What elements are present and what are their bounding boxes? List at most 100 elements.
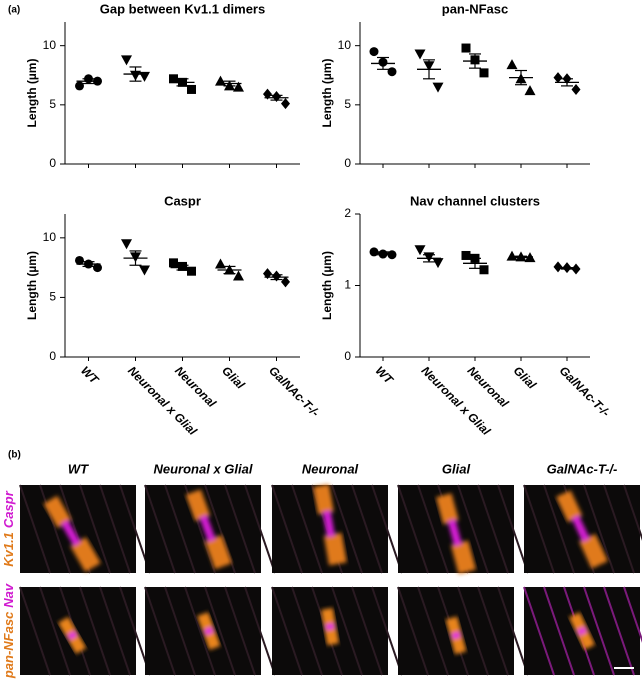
row-label: Kv1.1 Caspr — [1, 490, 16, 566]
data-point — [432, 82, 444, 93]
data-point — [571, 263, 581, 275]
fiber — [457, 586, 489, 676]
y-tick-label: 0 — [344, 156, 351, 170]
data-point — [215, 258, 226, 269]
data-point — [281, 98, 290, 110]
x-tick-label: Glial — [219, 363, 248, 392]
fiber — [417, 586, 449, 676]
y-tick-label: 5 — [344, 97, 351, 111]
fiber — [271, 484, 303, 574]
stain-magenta — [199, 514, 216, 542]
row-label: pan-NFasc Nav — [1, 583, 16, 679]
data-point — [506, 250, 518, 261]
fiber — [457, 484, 489, 574]
node-stain — [313, 484, 347, 566]
fiber — [244, 586, 276, 676]
fiber — [623, 484, 642, 541]
fiber — [523, 586, 555, 676]
fiber — [99, 484, 131, 574]
data-point — [414, 245, 426, 256]
node-stain — [185, 489, 232, 570]
x-tick-label: WT — [78, 363, 102, 387]
fiber — [224, 484, 256, 574]
node-stain — [320, 607, 340, 646]
fiber — [397, 484, 429, 574]
fiber — [583, 586, 615, 676]
data-point — [281, 276, 290, 288]
stain-orange — [578, 533, 608, 569]
y-axis-label: Length (µm) — [25, 59, 39, 128]
y-tick-label: 0 — [49, 156, 56, 170]
column-header: Neuronal — [302, 461, 359, 476]
x-tick-label: Neuronal — [172, 363, 219, 410]
node-stain — [197, 612, 221, 650]
chart-title: pan-NFasc — [442, 1, 508, 16]
fiber — [164, 586, 196, 676]
data-point — [461, 250, 471, 260]
fiber — [543, 484, 575, 574]
fiber — [39, 586, 71, 676]
y-tick-label: 0 — [344, 349, 351, 363]
node-stain — [556, 490, 608, 569]
column-header: Neuronal x Glial — [154, 461, 253, 476]
fiber — [497, 586, 529, 676]
data-point — [553, 261, 563, 273]
fiber — [79, 484, 111, 574]
fiber — [164, 484, 196, 574]
data-point — [524, 85, 536, 96]
data-point — [139, 265, 150, 276]
data-point — [75, 255, 84, 265]
data-point — [479, 68, 489, 78]
data-point — [387, 250, 397, 260]
chart-title: Nav channel clusters — [410, 193, 540, 208]
x-tick-label: Neuronal — [465, 363, 512, 410]
data-point — [461, 43, 471, 53]
y-axis-label: Length (µm) — [320, 251, 334, 320]
node-stain — [43, 495, 101, 573]
fiber — [19, 586, 51, 676]
column-header: Glial — [442, 461, 471, 476]
fiber — [271, 586, 303, 676]
node-stain — [58, 616, 87, 654]
stain-magenta — [447, 519, 463, 547]
stain-orange — [450, 540, 477, 575]
fiber — [19, 484, 51, 574]
chart-title: Caspr — [164, 193, 201, 208]
stain-orange — [204, 534, 232, 570]
data-point — [93, 263, 102, 273]
column-header: GalNAc-T-/- — [547, 461, 618, 476]
stain-orange — [435, 493, 459, 525]
fiber — [351, 586, 383, 676]
x-tick-label: GalNAc-T-/- — [266, 363, 322, 419]
y-tick-label: 10 — [43, 38, 57, 52]
data-point — [169, 258, 178, 268]
row-label-part: Kv1.1 — [1, 532, 16, 567]
data-point — [233, 270, 244, 281]
data-point — [169, 74, 178, 84]
data-point — [369, 47, 379, 57]
stain-orange — [70, 537, 101, 573]
fiber — [204, 586, 236, 676]
fiber — [543, 586, 575, 676]
stain-magenta — [322, 510, 336, 538]
data-point — [369, 247, 379, 257]
row-label-part: pan-NFasc — [1, 611, 16, 679]
x-tick-label: Glial — [511, 363, 540, 392]
fiber — [224, 586, 256, 676]
fiber — [144, 586, 176, 676]
node-stain — [568, 612, 596, 650]
row-label-part: Caspr — [1, 490, 16, 528]
column-header: WT — [68, 461, 89, 476]
y-tick-label: 0 — [49, 349, 56, 363]
fiber — [99, 586, 131, 676]
fiber — [351, 484, 383, 574]
fiber — [291, 484, 323, 574]
node-stain — [435, 493, 477, 575]
y-tick-label: 5 — [49, 97, 56, 111]
fiber — [583, 484, 615, 574]
fiber — [291, 586, 323, 676]
stain-magenta — [204, 626, 214, 636]
fiber — [144, 484, 176, 574]
data-point — [571, 83, 581, 95]
